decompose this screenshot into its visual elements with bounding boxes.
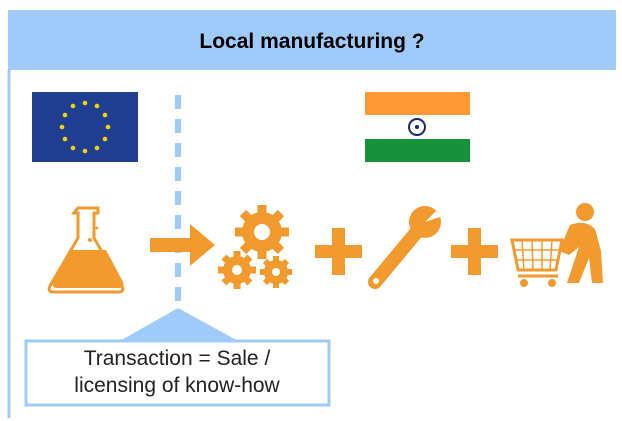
flask-icon — [47, 206, 125, 294]
plus-icon — [315, 228, 362, 275]
india-flag — [365, 92, 470, 162]
callout-box — [24, 339, 331, 407]
callout-line: Transaction = Sale / — [84, 347, 271, 370]
plus-icon — [451, 228, 498, 275]
arrow-icon — [150, 224, 215, 266]
callout-line: licensing of know-how — [74, 374, 280, 397]
header-title: Local manufacturing ? — [199, 30, 424, 53]
eu-flag — [32, 92, 138, 162]
cart-icon — [510, 203, 603, 287]
wrench-icon — [368, 204, 449, 289]
header-band — [8, 10, 616, 70]
gears-icon — [218, 205, 292, 289]
callout-pointer — [118, 308, 240, 342]
